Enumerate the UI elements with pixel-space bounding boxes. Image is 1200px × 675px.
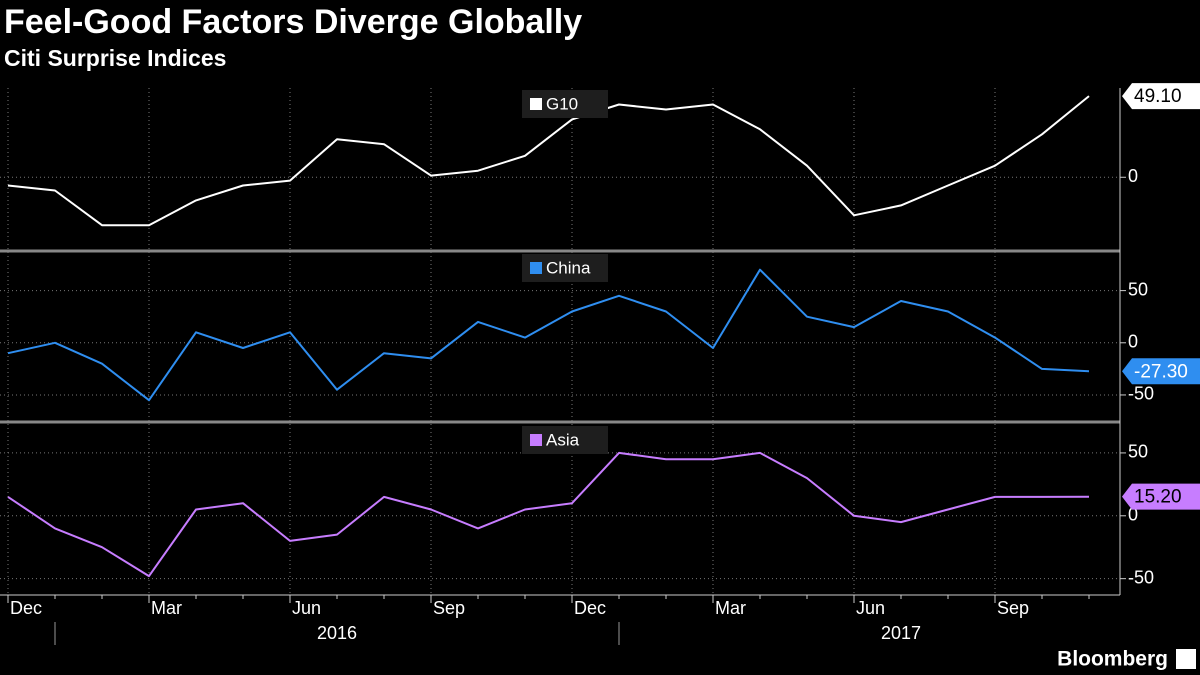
y-tick-label: 0 [1128,332,1138,352]
y-tick-label: 50 [1128,442,1148,462]
x-tick-label: Mar [151,598,182,618]
y-tick-label: 50 [1128,279,1148,299]
legend-swatch [530,262,542,274]
y-tick-label: 0 [1128,166,1138,186]
legend-swatch [530,98,542,110]
x-tick-label: Sep [433,598,465,618]
x-tick-label: Mar [715,598,746,618]
chart-title: Feel-Good Factors Diverge Globally [4,3,582,41]
x-tick-label: Jun [292,598,321,618]
y-tick-label: 0 [1128,505,1138,525]
logo [1176,649,1196,669]
legend-label: G10 [546,94,578,113]
series-line [7,268,1090,402]
series-line [7,95,1090,227]
value-label-box [1122,358,1200,385]
x-tick-label: Jun [856,598,885,618]
year-label: 2016 [317,623,357,643]
series-line [7,451,1090,578]
year-label: 2017 [881,623,921,643]
value-label: 49.10 [1134,86,1182,107]
value-label-box [1122,483,1200,510]
value-label: 15.20 [1134,487,1182,508]
y-tick-label: -50 [1128,384,1154,404]
legend-label: China [546,258,591,277]
source: Bloomberg [1057,648,1168,671]
x-tick-label: Dec [10,598,42,618]
legend-swatch [530,434,542,446]
x-tick-label: Sep [997,598,1029,618]
y-tick-label: -50 [1128,567,1154,587]
legend-label: Asia [546,430,580,449]
value-label-box [1122,83,1200,110]
x-tick-label: Dec [574,598,606,618]
chart-subtitle: Citi Surprise Indices [4,45,226,71]
value-label: -27.30 [1134,361,1188,382]
